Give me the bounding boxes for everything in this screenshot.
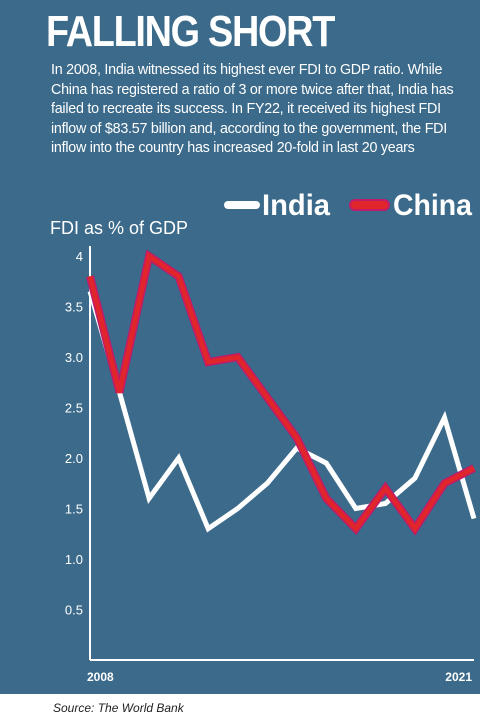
data-point-india [236,507,240,511]
data-point-india [442,416,446,420]
data-point-india [413,476,417,480]
data-point-india [472,517,476,521]
data-point-india [383,501,387,505]
series-line-china [87,251,476,534]
chart-panel: FALLING SHORT In 2008, India witnessed i… [0,0,480,694]
data-point-india [324,461,328,465]
y-tick-label: 3.0 [65,350,83,365]
legend-label-china: China [393,189,472,222]
y-tick-label: 2.0 [65,451,83,466]
data-point-china [236,355,240,359]
legend-label-india: India [262,189,330,222]
data-point-china [472,466,476,470]
data-point-india [177,456,181,460]
data-point-china [118,390,122,394]
y-tick-label: 2.5 [65,401,83,416]
legend: India China [224,189,472,222]
data-point-china [295,436,299,440]
data-point-china [265,395,269,399]
data-point-india [295,446,299,450]
data-point-china [442,481,446,485]
y-tick-label: 1.5 [65,502,83,517]
data-point-china [206,360,210,364]
y-axis-label: FDI as % of GDP [50,218,188,238]
data-point-china [354,527,358,531]
x-tick-label: 2008 [87,670,114,684]
source-note: Source: The World Bank [53,701,184,715]
y-tick-label: 4 [76,249,83,264]
data-point-china [324,496,328,500]
data-point-india [147,496,151,500]
y-tick-label: 1.0 [65,552,83,567]
chart-title: FALLING SHORT [46,7,335,56]
data-point-china [413,527,417,531]
series-line-india [87,290,477,533]
x-tick-label: 2021 [445,670,472,684]
y-tick-label: 0.5 [65,603,83,618]
chart-description: In 2008, India witnessed its highest eve… [51,62,454,156]
data-point-china [88,274,92,278]
data-point-india [265,481,269,485]
data-point-china [177,274,181,278]
data-point-india [354,507,358,511]
y-tick-label: 3.5 [65,300,83,315]
data-point-china [383,486,387,490]
data-point-india [206,527,210,531]
data-point-india [88,289,92,293]
line-chart: 0.5 1.0 1.5 2.0 2.5 3.0 3.5 4 2008 2021 FDI as % o… [50,189,477,684]
data-point-china [147,254,151,258]
